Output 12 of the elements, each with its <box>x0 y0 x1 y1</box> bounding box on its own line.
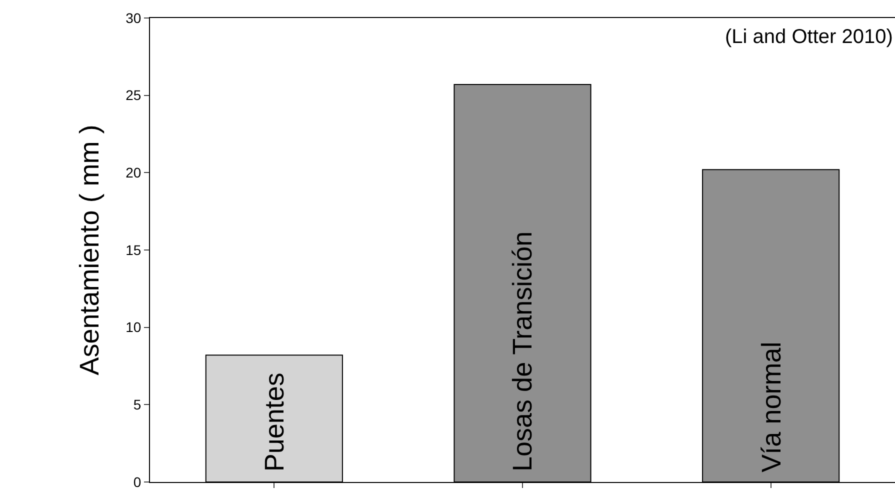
x-tick-label: Vía normal <box>756 342 786 472</box>
y-tick-label: 25 <box>126 87 142 104</box>
y-tick-label: 15 <box>126 242 142 258</box>
y-tick-label: 5 <box>133 396 142 413</box>
annotation: (Li and Otter 2010) <box>725 26 893 48</box>
y-tick-label: 30 <box>126 10 142 26</box>
y-tick-label: 20 <box>126 164 142 181</box>
y-tick-label: 0 <box>133 474 142 490</box>
x-tick-label: Losas de Transición <box>508 231 538 472</box>
y-tick-label: 10 <box>126 319 142 336</box>
y-axis-title: Asentamiento ( mm ) <box>74 124 105 376</box>
x-tick-label: Puentes <box>260 372 290 472</box>
